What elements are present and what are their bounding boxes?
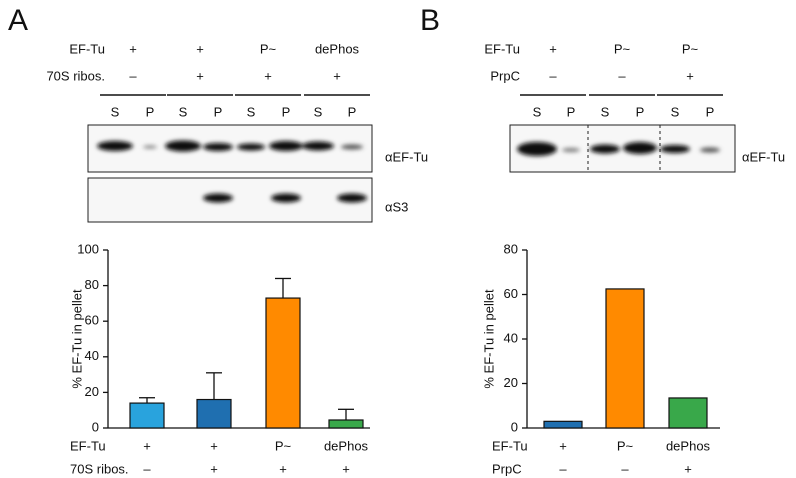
- condition-value: +: [196, 41, 204, 56]
- lane-label: P: [348, 104, 357, 119]
- bar: [265, 297, 301, 429]
- row-label: PrpC: [492, 461, 522, 476]
- panel-label: A: [8, 4, 28, 37]
- lane-label: S: [111, 104, 120, 119]
- lane-label: S: [247, 104, 256, 119]
- bands: [203, 193, 367, 203]
- bar: [668, 397, 708, 429]
- y-tick-label: 60: [85, 313, 99, 328]
- condition-value: –: [129, 68, 137, 83]
- condition-name: EF-Tu: [69, 41, 105, 56]
- x-tick-label: +: [279, 461, 287, 476]
- condition-name: PrpC: [490, 68, 520, 83]
- condition-value: +: [264, 68, 272, 83]
- y-tick-label: 20: [504, 375, 518, 390]
- y-tick-label: 0: [511, 419, 518, 434]
- condition-value: –: [618, 68, 626, 83]
- x-tick-label: dePhos: [666, 438, 711, 453]
- panel-label: B: [420, 4, 440, 37]
- condition-value: +: [196, 68, 204, 83]
- error-bar: [139, 397, 155, 404]
- y-tick-label: 40: [85, 348, 99, 363]
- condition-value: P~: [682, 41, 699, 56]
- bar: [196, 398, 232, 429]
- y-axis-label: % EF-Tu in pellet: [69, 289, 84, 389]
- x-tick-label: +: [143, 438, 151, 453]
- lane-label: S: [314, 104, 323, 119]
- x-tick-label: +: [342, 461, 350, 476]
- antibody-label: αEF-Tu: [742, 149, 785, 164]
- lane-label: P: [636, 104, 645, 119]
- lane-label: S: [533, 104, 542, 119]
- condition-value: –: [549, 68, 557, 83]
- condition-value: +: [549, 41, 557, 56]
- condition-value: +: [333, 68, 341, 83]
- y-tick-label: 80: [504, 241, 518, 256]
- condition-name: 70S ribos.: [46, 68, 105, 83]
- x-tick-label: dePhos: [324, 438, 369, 453]
- bands: [97, 140, 363, 152]
- x-tick-label: –: [143, 461, 151, 476]
- x-tick-label: +: [559, 438, 567, 453]
- row-label: EF-Tu: [492, 438, 528, 453]
- lane-label: S: [671, 104, 680, 119]
- condition-name: EF-Tu: [484, 41, 520, 56]
- lane-label: P: [146, 104, 155, 119]
- y-tick-label: 60: [504, 286, 518, 301]
- lane-label: P: [282, 104, 291, 119]
- x-tick-label: –: [559, 461, 567, 476]
- y-tick-label: 100: [77, 241, 99, 256]
- bar: [129, 402, 165, 429]
- y-tick-label: 80: [85, 277, 99, 292]
- y-tick-label: 20: [85, 384, 99, 399]
- condition-value: P~: [614, 41, 631, 56]
- x-tick-label: +: [684, 461, 692, 476]
- bands: [517, 142, 720, 156]
- x-tick-label: +: [210, 438, 218, 453]
- lane-label: S: [601, 104, 610, 119]
- y-axis-label: % EF-Tu in pellet: [481, 289, 496, 389]
- bar: [605, 288, 645, 429]
- condition-value: P~: [260, 41, 277, 56]
- lane-label: P: [706, 104, 715, 119]
- y-tick-label: 0: [92, 419, 99, 434]
- row-label: EF-Tu: [70, 438, 106, 453]
- lane-label: P: [214, 104, 223, 119]
- condition-value: +: [129, 41, 137, 56]
- x-tick-label: –: [621, 461, 629, 476]
- x-tick-label: P~: [275, 438, 292, 453]
- row-label: 70S ribos.: [70, 461, 129, 476]
- antibody-label: αEF-Tu: [385, 149, 428, 164]
- x-tick-label: P~: [617, 438, 634, 453]
- lane-label: S: [179, 104, 188, 119]
- lane-label: P: [567, 104, 576, 119]
- error-bar: [338, 408, 354, 420]
- condition-value: +: [686, 68, 694, 83]
- y-tick-label: 40: [504, 330, 518, 345]
- error-bar: [275, 277, 291, 299]
- bar: [543, 420, 583, 429]
- antibody-label: αS3: [385, 199, 408, 214]
- error-bar: [206, 372, 222, 400]
- bar: [328, 419, 364, 429]
- x-tick-label: +: [210, 461, 218, 476]
- condition-value: dePhos: [315, 41, 360, 56]
